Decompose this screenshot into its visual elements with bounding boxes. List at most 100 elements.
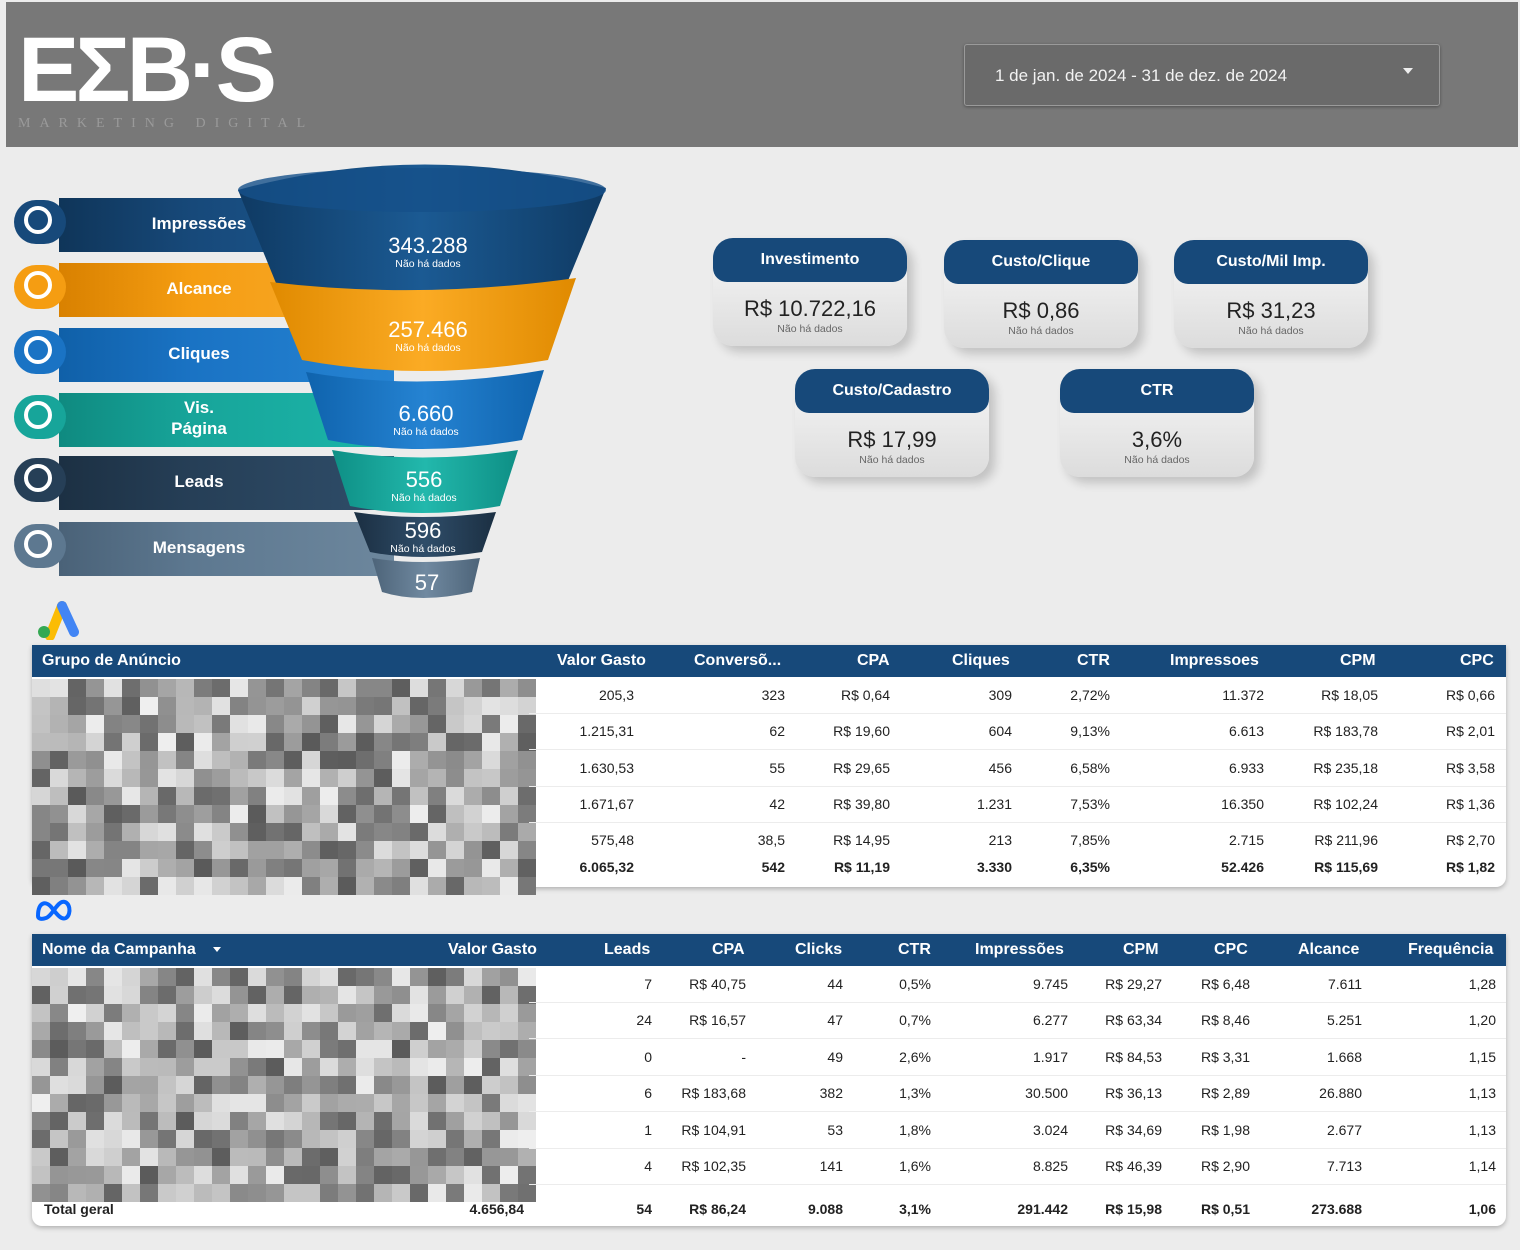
row-divider — [529, 713, 1506, 714]
table-cell: 6.933 — [1228, 760, 1264, 776]
table-cell: 6,58% — [1070, 760, 1110, 776]
table-cell: 2,6% — [899, 1049, 931, 1065]
table-cell: 205,3 — [598, 687, 634, 703]
table-cell: 4 — [644, 1158, 652, 1174]
col-valor-gasto[interactable]: Valor Gasto — [448, 941, 537, 958]
table-cell: 3.330 — [976, 859, 1012, 875]
table-cell: 7,53% — [1070, 796, 1110, 812]
table-cell: 7.713 — [1326, 1158, 1362, 1174]
col-impressoes[interactable]: Impressões — [975, 941, 1064, 958]
row-divider — [529, 1111, 1506, 1112]
funnel-graphic — [238, 164, 606, 598]
col-ctr[interactable]: CTR — [1077, 652, 1110, 669]
kpi-title: Custo/Clique — [944, 240, 1138, 284]
table-cell: 38,5 — [757, 832, 785, 848]
table-cell: R$ 104,91 — [681, 1122, 746, 1138]
funnel-value-mensagens: 57 — [414, 570, 440, 595]
company-logo: EƩB·S — [18, 19, 277, 121]
ring-icon — [14, 200, 66, 244]
kpi-comparison: Não há dados — [777, 323, 843, 335]
table-cell: R$ 18,05 — [1321, 687, 1378, 703]
table-cell: 1.671,67 — [579, 796, 635, 812]
row-divider — [529, 749, 1506, 750]
funnel-value-vis-pagina: 556 Não há dados — [391, 467, 457, 505]
table-cell: R$ 29,27 — [1105, 976, 1162, 992]
table-cell: 2.677 — [1326, 1122, 1362, 1138]
table-cell: 213 — [988, 832, 1012, 848]
col-cpc[interactable]: CPC — [1460, 652, 1494, 669]
table-cell: 1.231 — [976, 796, 1012, 812]
table-cell: 1,13 — [1468, 1122, 1496, 1138]
table-cell: 273.688 — [1311, 1201, 1362, 1217]
table-cell: R$ 63,34 — [1105, 1012, 1162, 1028]
table-cell: R$ 6,48 — [1200, 976, 1250, 992]
table-cell: 0,7% — [899, 1012, 931, 1028]
funnel-value-impressoes: 343.288 Não há dados — [388, 233, 468, 271]
row-divider — [529, 1184, 1506, 1185]
row-divider — [529, 1148, 1506, 1149]
col-ctr[interactable]: CTR — [898, 941, 931, 958]
table-cell: 44 — [827, 976, 843, 992]
col-cpm[interactable]: CPM — [1340, 652, 1376, 669]
table-cell: 1,6% — [899, 1158, 931, 1174]
col-clicks[interactable]: Clicks — [795, 941, 843, 958]
date-range-picker[interactable]: 1 de jan. de 2024 - 31 de dez. de 2024 — [964, 44, 1440, 106]
col-cpa[interactable]: CPA — [712, 941, 745, 958]
table-cell: R$ 16,57 — [689, 1012, 746, 1028]
kpi-comparison: Não há dados — [1008, 325, 1074, 337]
table-cell: R$ 102,35 — [681, 1158, 746, 1174]
col-grupo-anuncio[interactable]: Grupo de Anúncio — [42, 652, 181, 669]
col-impressoes[interactable]: Impressoes — [1170, 652, 1259, 669]
table-cell: 1.630,53 — [579, 760, 635, 776]
ring-icon — [14, 330, 66, 374]
col-leads[interactable]: Leads — [604, 941, 651, 958]
col-valor-gasto[interactable]: Valor Gasto — [557, 652, 646, 669]
table-cell: 9.088 — [807, 1201, 843, 1217]
caret-down-icon — [1403, 68, 1413, 74]
table-header: Grupo de Anúncio Valor Gasto Conversõ...… — [32, 645, 1506, 677]
redacted-names — [32, 679, 536, 895]
col-nome-campanha[interactable]: Nome da Campanha — [42, 941, 196, 958]
table-cell: 53 — [827, 1122, 843, 1138]
meta-ads-table: Nome da Campanha Valor Gasto Leads CPA C… — [32, 934, 1506, 1226]
funnel-stage-leads — [354, 512, 496, 557]
table-cell: R$ 235,18 — [1313, 760, 1378, 776]
table-cell: 6 — [644, 1085, 652, 1101]
table-cell: R$ 0,51 — [1200, 1201, 1250, 1217]
table-cell: 1,8% — [899, 1122, 931, 1138]
col-cpm[interactable]: CPM — [1123, 941, 1159, 958]
table-cell: 7.611 — [1328, 976, 1362, 992]
table-cell: R$ 0,64 — [840, 687, 890, 703]
table-cell: 1 — [644, 1122, 652, 1138]
table-cell: 382 — [819, 1085, 843, 1101]
table-cell: 5.251 — [1326, 1012, 1362, 1028]
table-cell: R$ 34,69 — [1105, 1122, 1162, 1138]
kpi-comparison: Não há dados — [1124, 454, 1190, 466]
table-cell: 1,14 — [1468, 1158, 1496, 1174]
table-cell: R$ 8,46 — [1200, 1012, 1250, 1028]
funnel-stage-mensagens — [372, 558, 480, 598]
dashboard-header: EƩB·S MARKETING DIGITAL 1 de jan. de 202… — [6, 2, 1518, 147]
table-cell: R$ 19,60 — [833, 723, 890, 739]
sort-desc-icon[interactable] — [213, 947, 221, 952]
col-cliques[interactable]: Cliques — [952, 652, 1010, 669]
funnel-stage-vis-pagina — [332, 450, 518, 513]
col-alcance[interactable]: Alcance — [1298, 941, 1360, 958]
date-range-text: 1 de jan. de 2024 - 31 de dez. de 2024 — [995, 66, 1288, 85]
col-frequencia[interactable]: Frequência — [1408, 941, 1494, 958]
table-cell: R$ 183,68 — [681, 1085, 746, 1101]
col-cpa[interactable]: CPA — [857, 652, 890, 669]
col-cpc[interactable]: CPC — [1214, 941, 1248, 958]
table-cell: R$ 36,13 — [1105, 1085, 1162, 1101]
table-cell: 11.372 — [1222, 687, 1264, 703]
kpi-title: Custo/Mil Imp. — [1174, 240, 1368, 284]
table-cell: 52.426 — [1221, 859, 1264, 875]
kpi-card-custo-mil-imp: Custo/Mil Imp. R$ 31,23 Não há dados — [1174, 240, 1368, 348]
table-cell: 604 — [988, 723, 1012, 739]
kpi-comparison: Não há dados — [859, 454, 925, 466]
table-cell: 1,3% — [899, 1085, 931, 1101]
col-conversoes[interactable]: Conversõ... — [694, 652, 782, 669]
table-cell: 1,06 — [1468, 1201, 1496, 1217]
table-cell: 309 — [988, 687, 1012, 703]
table-cell: 47 — [827, 1012, 843, 1028]
